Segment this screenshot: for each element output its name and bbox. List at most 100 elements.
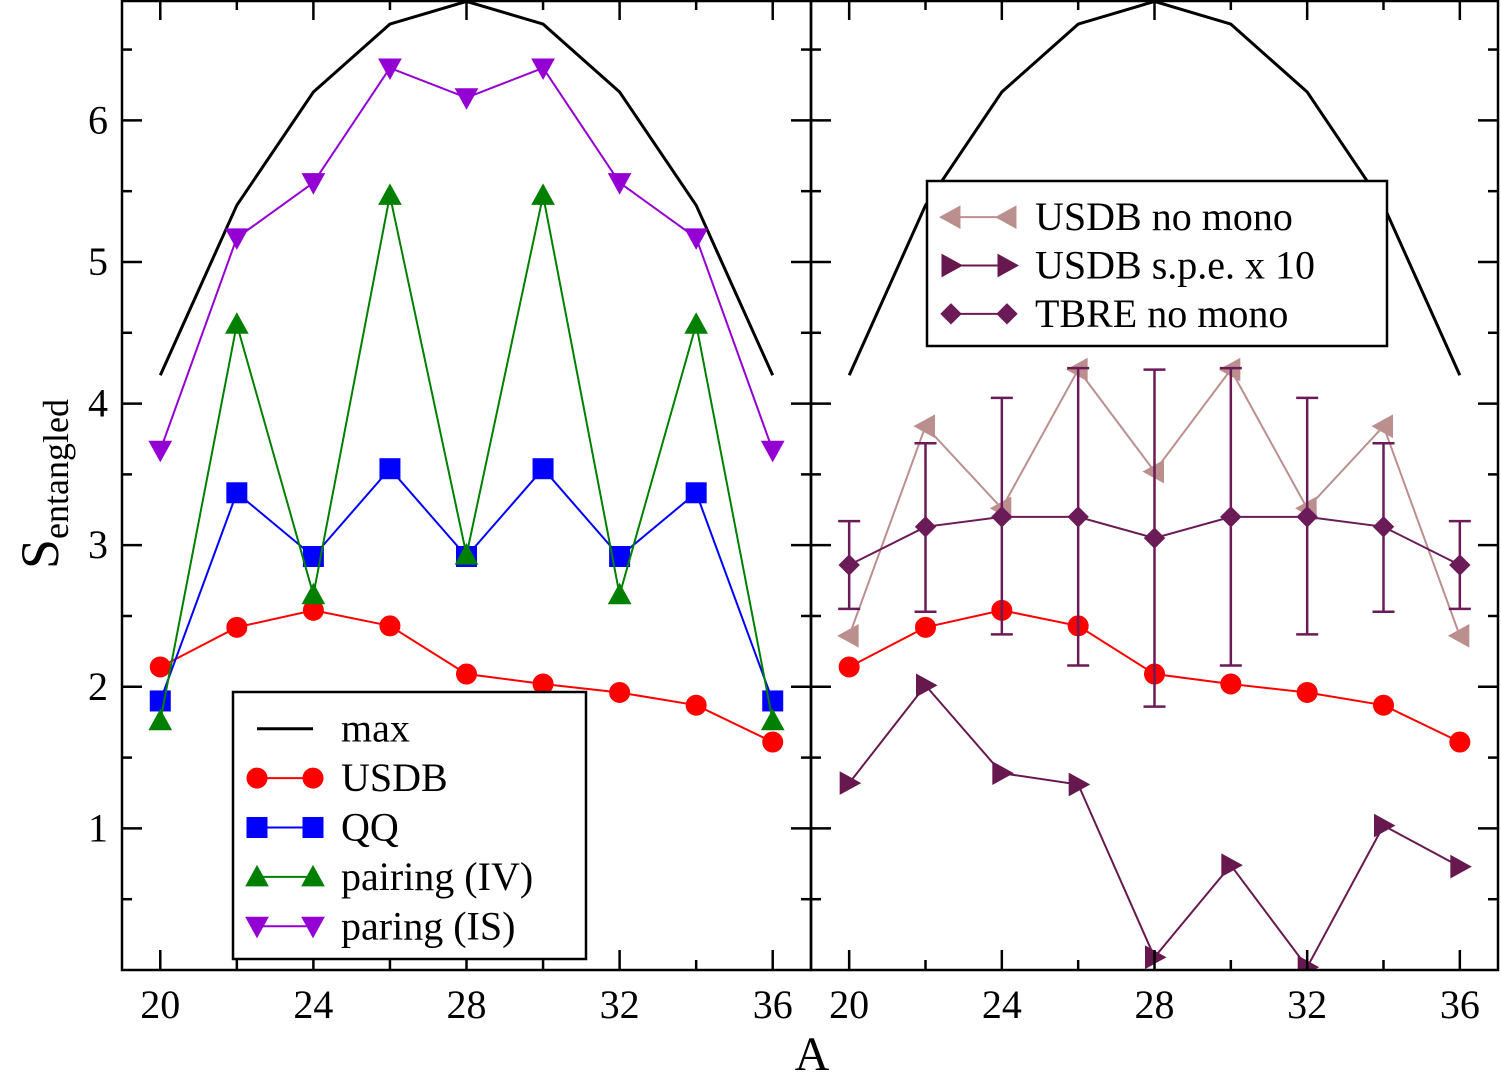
data-point (684, 228, 709, 250)
legend-label: USDB s.p.e. x 10 (1035, 243, 1315, 288)
axes-layer: 20 24 28 32 36 1 2 3 4 5 6 20 24 28 32 36 (88, 0, 1500, 1027)
series-usdb_spe (839, 673, 1472, 970)
data-point (531, 58, 555, 81)
series-paring_is (148, 58, 785, 463)
y-tick-label: 3 (88, 522, 108, 567)
series-line-pairing_iv (159, 195, 774, 721)
legend-marker (997, 253, 1020, 278)
x-tick-label: 28 (1135, 982, 1175, 1027)
legend-item-tbre_no_mono: TBRE no mono (940, 291, 1288, 336)
data-point (762, 690, 784, 712)
data-point (379, 458, 401, 480)
series-line-paring_is (159, 66, 774, 451)
x-tick-label: 20 (140, 982, 180, 1027)
y-tick-label: 5 (88, 239, 108, 284)
data-point (1373, 694, 1394, 716)
legend-marker (996, 303, 1018, 325)
legend-label: QQ (341, 805, 399, 850)
data-point (1220, 506, 1242, 528)
legend-label: paring (IS) (341, 903, 515, 948)
y-tick-label: 2 (88, 664, 108, 709)
legend-marker (246, 817, 268, 838)
legend-item-paring_is: paring (IS) (245, 903, 515, 948)
legend-marker (245, 864, 269, 887)
data-point (379, 615, 401, 637)
data-point (685, 694, 707, 716)
data-point (378, 183, 402, 205)
data-point (685, 482, 707, 504)
data-point (837, 623, 859, 648)
y-tick-label: 6 (88, 97, 108, 142)
data-point (1372, 516, 1395, 538)
x-tick-label: 36 (753, 982, 793, 1027)
series-line-max (158, 0, 775, 376)
legend-marker (246, 767, 268, 789)
legend-item-usdb_spe: USDB s.p.e. x 10 (941, 243, 1315, 288)
data-point (149, 690, 171, 712)
x-tick-label: 24 (982, 982, 1022, 1027)
data-point (226, 616, 248, 638)
data-point (1067, 506, 1089, 528)
data-point (762, 731, 784, 753)
data-point (301, 173, 326, 195)
panel-left (148, 0, 785, 753)
data-point (301, 582, 326, 605)
data-point (1449, 554, 1471, 576)
y-axis-label-subscript: entangled (36, 399, 76, 539)
data-point (913, 414, 935, 439)
data-point (684, 312, 709, 334)
legend-item-max: max (257, 706, 410, 751)
data-point (1450, 854, 1472, 879)
data-point (1143, 527, 1166, 549)
x-tick-label: 32 (600, 982, 640, 1027)
data-point (531, 183, 555, 205)
data-point (609, 681, 631, 703)
data-point (1221, 853, 1243, 878)
data-point (224, 228, 249, 250)
legend-marker (994, 205, 1017, 230)
data-point (1371, 414, 1393, 439)
data-point (148, 708, 173, 731)
legend-item-pairing_iv: pairing (IV) (245, 854, 533, 899)
data-point (1296, 506, 1318, 528)
data-point (454, 88, 479, 110)
data-point (224, 312, 249, 334)
series-usdb (149, 599, 784, 753)
legend-box (231, 690, 588, 961)
y-axis-label: Sentangled (10, 399, 76, 569)
legend-marker (940, 303, 962, 325)
legend-item-usdb_no_mono: USDB no mono (938, 194, 1293, 239)
legend-item-qq: QQ (246, 805, 399, 850)
data-point (1068, 772, 1091, 797)
legend-label: pairing (IV) (341, 854, 533, 899)
series-pairing_iv (148, 183, 785, 731)
panel-right (837, 0, 1472, 970)
x-tick-label: 24 (293, 982, 333, 1027)
legend-label: USDB (341, 755, 448, 800)
data-point (1220, 673, 1242, 695)
data-point (838, 554, 860, 576)
data-point (916, 673, 938, 698)
data-point (991, 506, 1013, 528)
data-point (838, 656, 860, 678)
data-point (148, 440, 173, 463)
data-point (760, 708, 785, 731)
data-point (226, 482, 248, 504)
y-axis-label-main: S (10, 539, 70, 569)
legend-marker (941, 253, 964, 278)
legend-marker (938, 205, 961, 230)
series-line-usdb_spe (848, 683, 1461, 970)
data-point (914, 516, 937, 538)
y-tick-label: 1 (88, 805, 108, 850)
legend-marker (301, 916, 325, 939)
series-tbre_no_mono (838, 366, 1471, 708)
y-tick-label: 4 (88, 381, 108, 426)
data-point (607, 173, 632, 195)
data-point (760, 440, 785, 463)
legend-label: USDB no mono (1035, 194, 1293, 239)
legend-marker (301, 864, 325, 887)
legend-item-usdb: USDB (246, 755, 448, 800)
